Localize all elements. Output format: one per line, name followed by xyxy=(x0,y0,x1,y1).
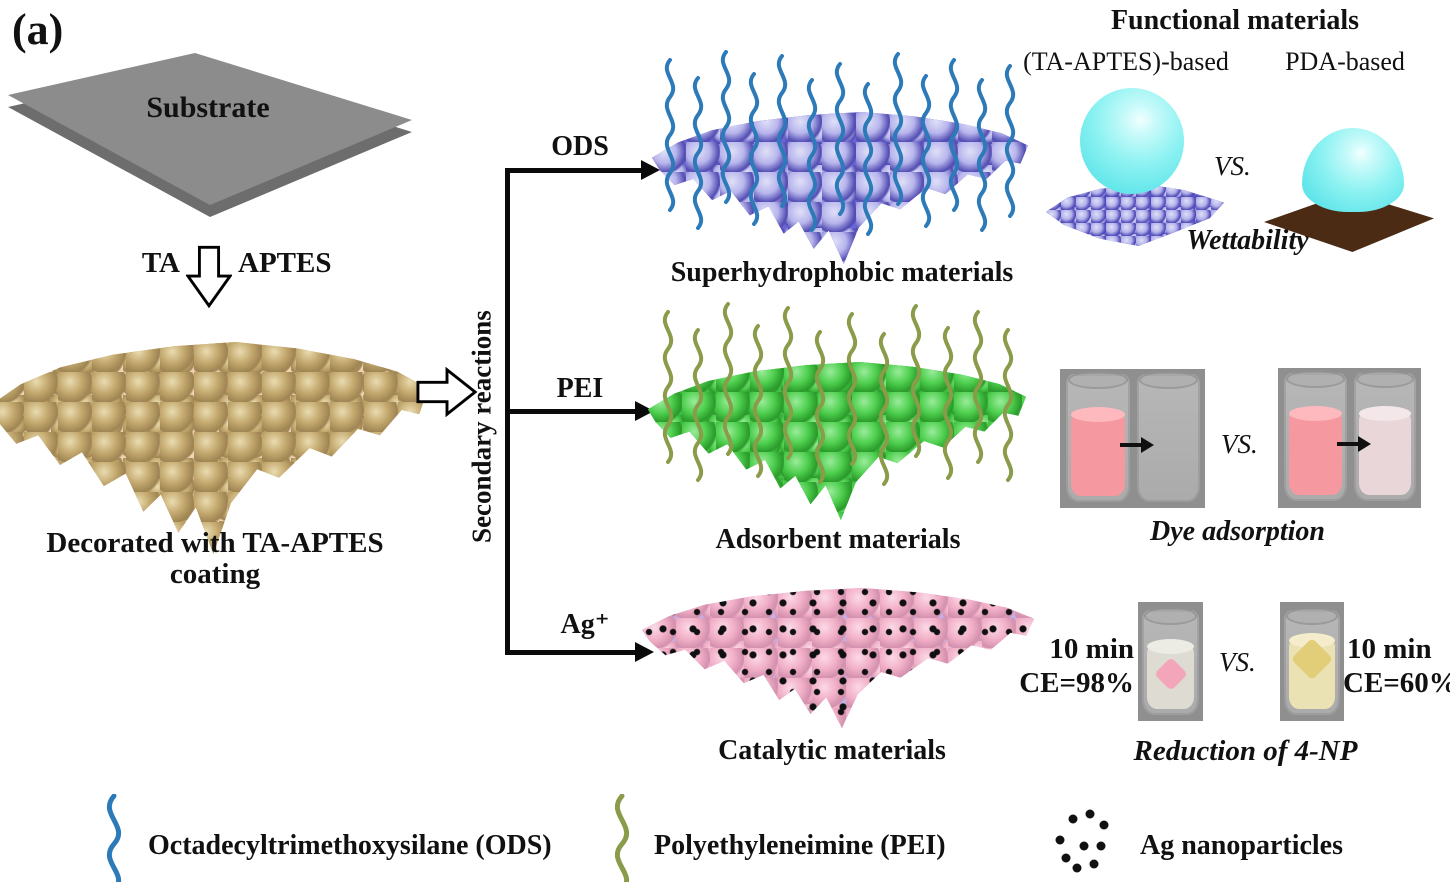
pei-legend-squiggle-icon xyxy=(614,794,630,882)
pink-dye-liquid xyxy=(1071,407,1125,496)
ods-legend-squiggle-icon xyxy=(106,794,122,882)
reagent-ods-label: ODS xyxy=(551,131,609,162)
arrowhead-ag-icon xyxy=(635,642,654,662)
reagent-pei-label: PEI xyxy=(556,373,604,404)
catalytic-caption: Catalytic materials xyxy=(718,735,946,766)
dye-arrow-icon xyxy=(1337,436,1371,452)
pei-chains-icon xyxy=(662,302,1014,486)
vs-dye: VS. xyxy=(1221,429,1258,459)
reduced-liquid xyxy=(1147,639,1194,709)
ods-chains-icon xyxy=(664,50,1016,236)
arrowhead-pei-icon xyxy=(635,401,654,421)
legend-pei-label: Polyethyleneimine (PEI) xyxy=(654,830,946,861)
reagent-ta-label: TA xyxy=(141,247,180,279)
reduction-caption: Reduction of 4-NP xyxy=(1133,735,1358,767)
adsorbent-caption: Adsorbent materials xyxy=(715,524,961,555)
reagent-aptes-label: APTES xyxy=(238,247,332,279)
legend-ods-label: Octadecyltrimethoxysilane (ODS) xyxy=(148,830,552,861)
legend-ag-label: Ag nanoparticles xyxy=(1140,830,1343,861)
secondary-reactions-label: Secondary reactions xyxy=(466,310,497,543)
reduction-right-ce: CE=60% xyxy=(1343,667,1450,699)
dye-beaker-pink xyxy=(1066,371,1130,502)
substrate-slab-icon xyxy=(8,53,412,217)
reduction-left-ce: CE=98% xyxy=(1019,667,1134,699)
reduction-panel-pda xyxy=(1280,602,1344,721)
reduction-beaker-cream xyxy=(1284,607,1340,715)
ta-aptes-coated-surface xyxy=(0,342,428,554)
water-droplet-pda xyxy=(1302,128,1404,212)
ag-nanoparticles-legend-icon xyxy=(1055,809,1109,873)
dye-adsorption-caption: Dye adsorption xyxy=(1150,516,1325,547)
dye-beaker-pale xyxy=(1354,370,1416,501)
pink-dye-liquid xyxy=(1289,406,1342,495)
decorated-caption: Decorated with TA-APTES coating xyxy=(46,527,384,591)
reduction-right-time: 10 min xyxy=(1347,633,1432,665)
reduction-beaker-white xyxy=(1142,607,1199,715)
down-block-arrow-icon xyxy=(186,245,232,309)
vs-wettability: VS. xyxy=(1214,151,1251,181)
dye-beaker-pink xyxy=(1284,370,1347,501)
panel-label: (a) xyxy=(12,5,64,54)
dye-panel-pda xyxy=(1278,368,1421,508)
branch-line-ag xyxy=(505,650,637,655)
catalytic-surface xyxy=(642,588,1034,728)
reagent-ag-label: Ag⁺ xyxy=(560,609,610,640)
right-block-arrow-icon xyxy=(416,366,478,418)
vs-reduction: VS. xyxy=(1219,647,1256,677)
water-droplet-superhydrophobic xyxy=(1080,88,1184,194)
branch-line-pei xyxy=(505,409,637,414)
pale-dye-liquid xyxy=(1359,406,1411,495)
superhydrophobic-caption: Superhydrophobic materials xyxy=(670,257,1014,288)
ta-aptes-based-label: (TA-APTES)-based xyxy=(1023,47,1229,76)
arrowhead-ods-icon xyxy=(641,160,660,180)
reduction-left-time: 10 min xyxy=(1049,633,1134,665)
dye-panel-ta-aptes xyxy=(1060,369,1205,508)
branch-line-ods xyxy=(505,168,643,173)
substrate-label: Substrate xyxy=(146,91,270,124)
pda-based-label: PDA-based xyxy=(1285,47,1405,76)
reduction-panel-ta-aptes xyxy=(1138,602,1203,721)
dye-arrow-icon xyxy=(1120,437,1154,453)
dye-beaker-clear xyxy=(1137,371,1200,502)
functional-materials-title: Functional materials xyxy=(1110,5,1360,36)
wettability-caption: Wettability xyxy=(1186,225,1309,256)
